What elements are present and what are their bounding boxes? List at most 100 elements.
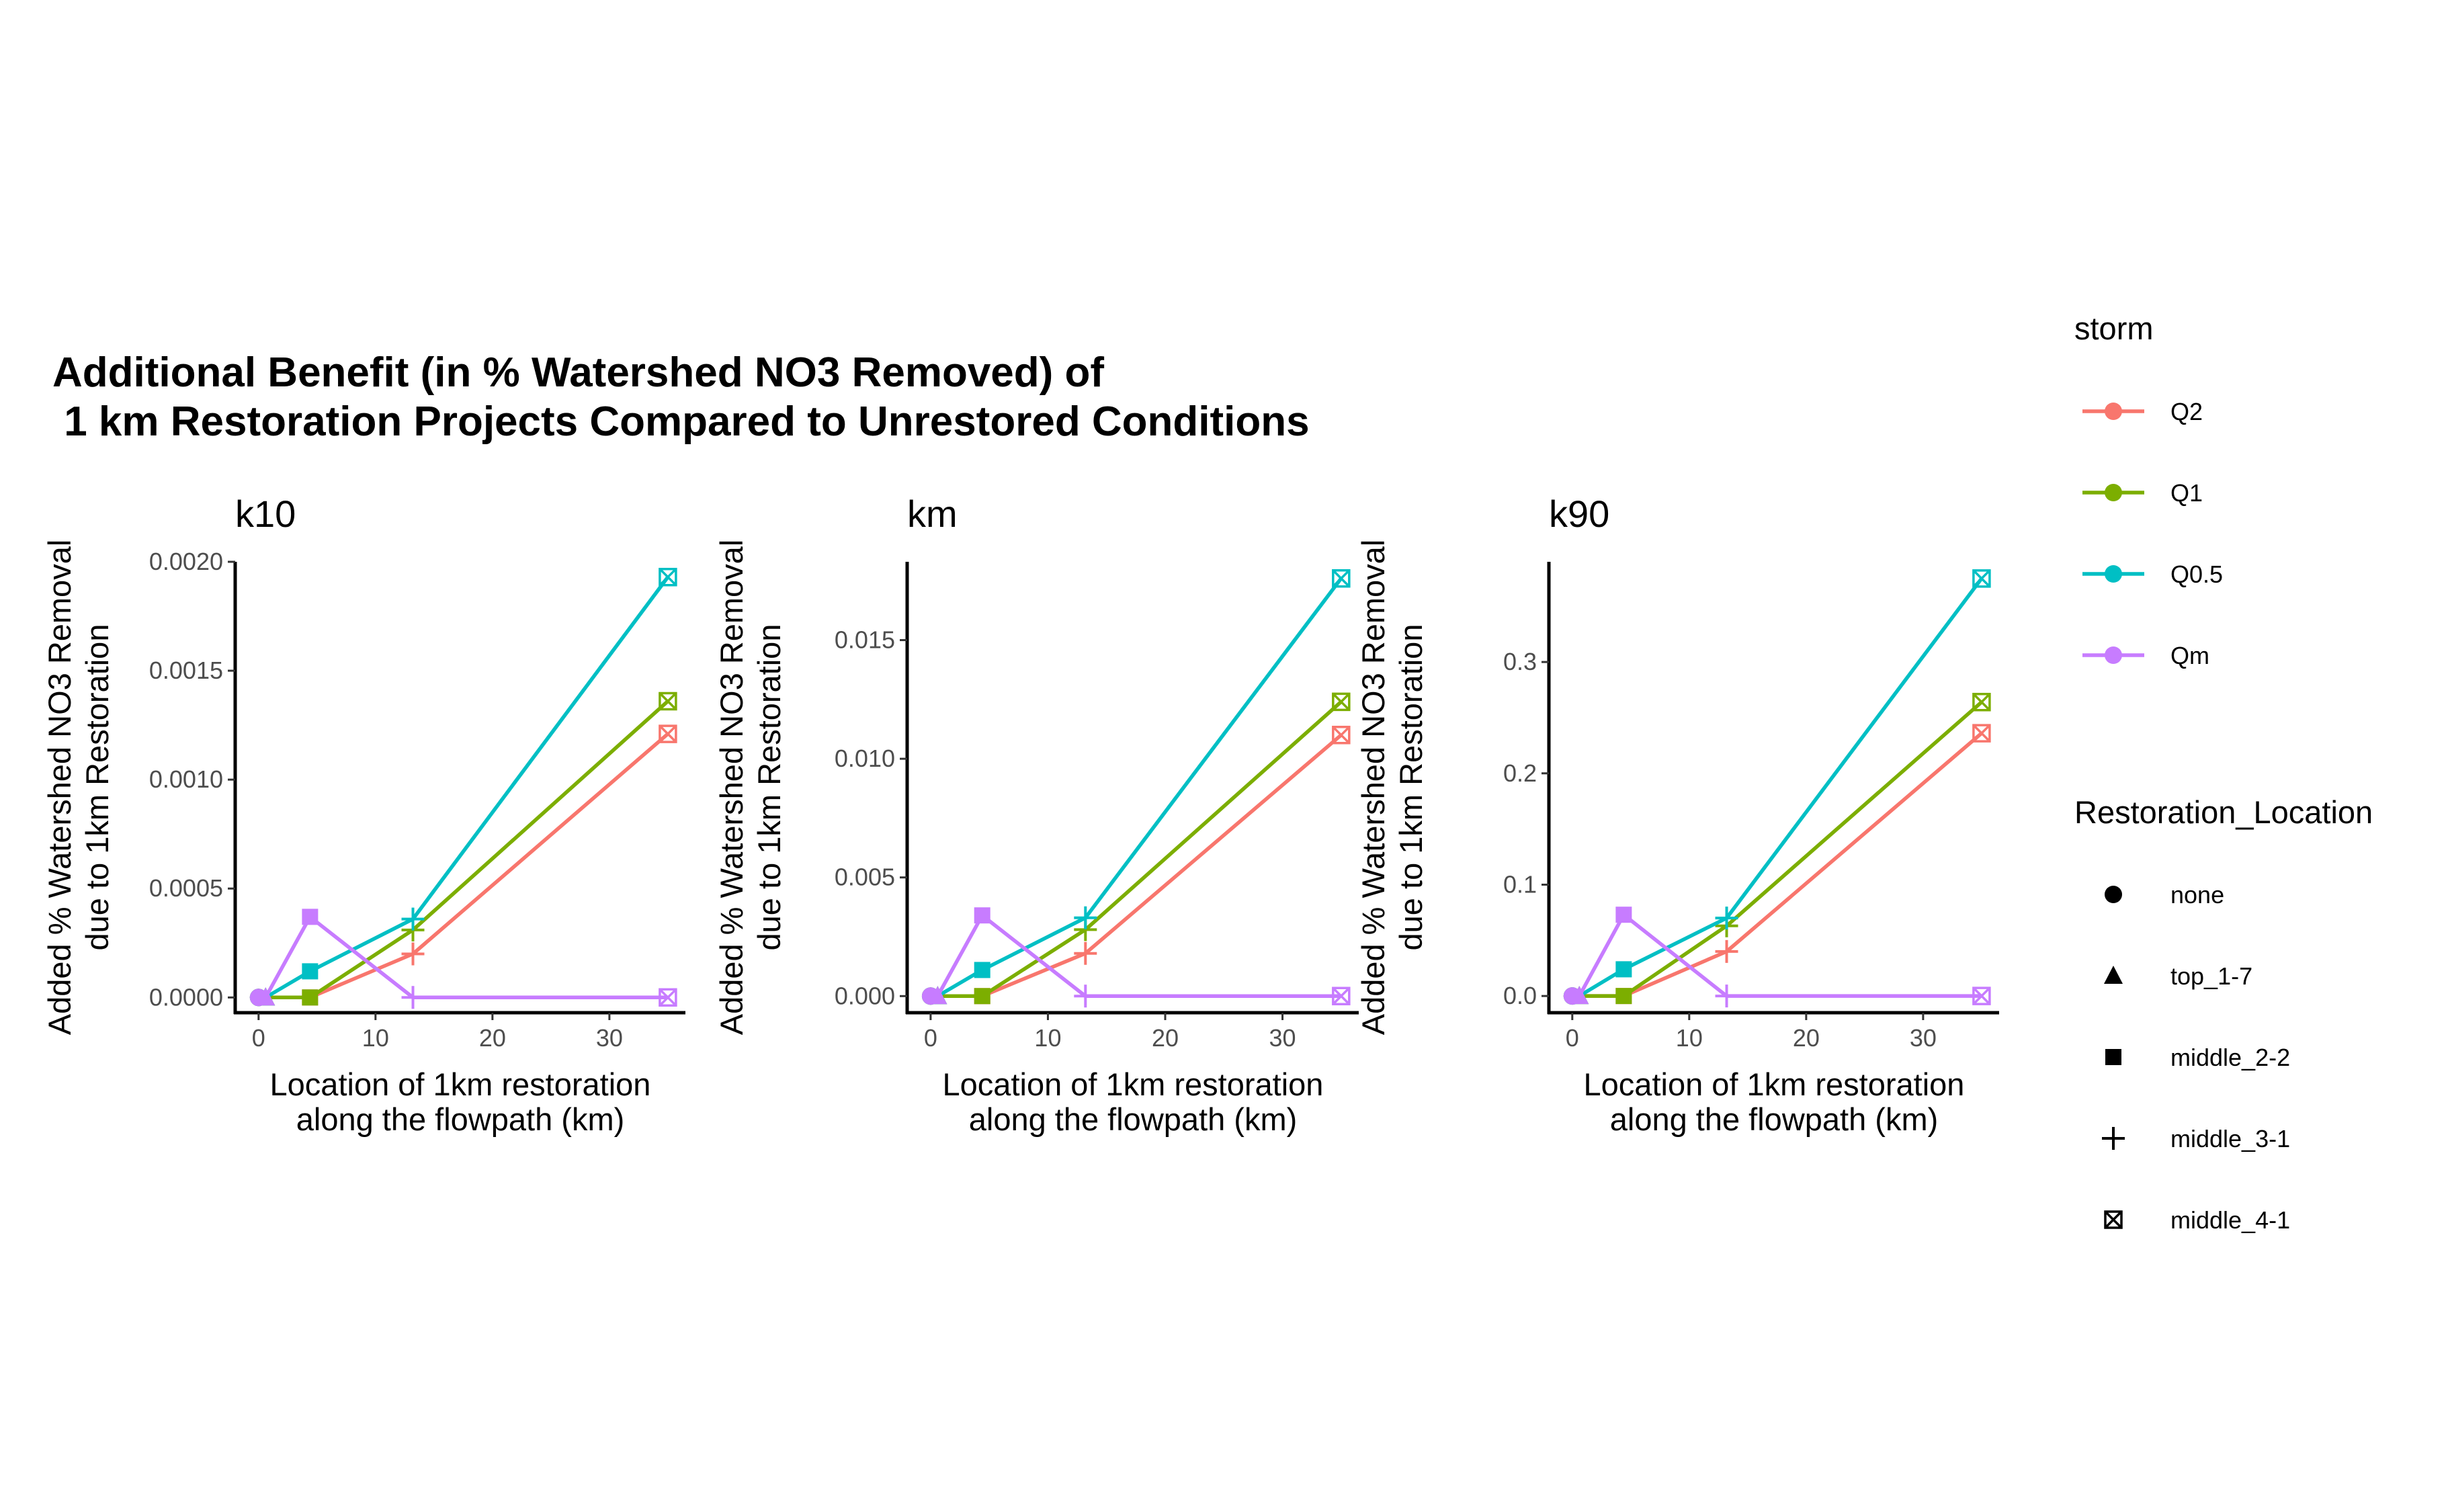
- series-line: [258, 915, 668, 1000]
- legend-title-location: Restoration_Location: [2074, 794, 2373, 830]
- legend-label: Q0.5: [2170, 560, 2223, 588]
- x-tick-label: 10: [1034, 1024, 1061, 1052]
- legend-item-Q1: Q1: [2082, 479, 2203, 507]
- series-Qm: [921, 907, 1351, 1008]
- series-line: [930, 913, 1341, 999]
- y-axis-title: Added % Watershed NO3 Removal: [1355, 540, 1391, 1036]
- data-point: [974, 907, 990, 924]
- chart-title-line1: Additional Benefit (in % Watershed NO3 R…: [52, 349, 1104, 396]
- y-tick-label: 0.0005: [149, 874, 223, 902]
- legend-title-storm: storm: [2074, 310, 2154, 346]
- series-Q0.5: [249, 567, 677, 1007]
- data-point: [659, 691, 677, 711]
- data-point: [401, 986, 425, 1009]
- data-point: [302, 963, 319, 980]
- legend-label: middle_3-1: [2170, 1125, 2290, 1152]
- x-tick-label: 20: [479, 1024, 506, 1052]
- data-point: [1972, 724, 1991, 743]
- x-tick-label: 0: [924, 1024, 937, 1052]
- legend-item-middle_4-1: middle_4-1: [2104, 1206, 2290, 1234]
- y-tick-label: 0.010: [835, 745, 895, 772]
- y-axis-title: due to 1km Restoration: [1393, 624, 1429, 951]
- data-point: [1972, 569, 1991, 588]
- y-axis-title: Added % Watershed NO3 Removal: [42, 540, 77, 1036]
- legend-label: Qm: [2170, 642, 2209, 669]
- legend-key-shape: [2105, 1049, 2121, 1065]
- legend-item-none: none: [2105, 881, 2224, 909]
- legend-item-Q0.5: Q0.5: [2082, 560, 2223, 588]
- panel-title: k10: [235, 493, 296, 535]
- x-axis-title: Location of 1km restoration: [943, 1066, 1324, 1102]
- x-tick-label: 0: [252, 1024, 265, 1052]
- legend-key-point: [2105, 646, 2122, 664]
- chart-title-line2: 1 km Restoration Projects Compared to Un…: [52, 398, 1310, 445]
- series-Qm: [249, 909, 677, 1009]
- data-point: [659, 567, 677, 587]
- legend-key-point: [2105, 484, 2122, 501]
- data-point: [1074, 906, 1097, 929]
- data-point: [1570, 986, 1589, 1005]
- data-point: [1332, 569, 1351, 588]
- y-tick-label: 0.2: [1503, 759, 1537, 787]
- data-point: [1972, 986, 1991, 1005]
- legend-item-Qm: Qm: [2082, 642, 2209, 669]
- data-point: [401, 907, 425, 931]
- x-axis-title: along the flowpath (km): [296, 1101, 625, 1137]
- legend-key-shape: [2102, 1127, 2125, 1150]
- x-tick-label: 0: [1566, 1024, 1579, 1052]
- legend-item-Q2: Q2: [2082, 398, 2203, 425]
- data-point: [1715, 907, 1738, 930]
- panel-title: k90: [1549, 493, 1609, 535]
- y-tick-label: 0.005: [835, 864, 895, 891]
- x-tick-label: 30: [1269, 1024, 1296, 1052]
- legend-label: top_1-7: [2170, 962, 2252, 990]
- x-axis-title: Location of 1km restoration: [1584, 1066, 1965, 1102]
- data-point: [1715, 939, 1738, 963]
- data-point: [1074, 941, 1097, 965]
- data-point: [302, 909, 319, 925]
- data-point: [1332, 692, 1351, 712]
- data-point: [302, 989, 319, 1006]
- y-tick-label: 0.0: [1503, 982, 1537, 1009]
- panel-k90: k90 0.0 0.1 0.2 0.3 0 10 20 30 Location of 1km re…: [1355, 493, 1999, 1137]
- legend-key-shape: [2104, 1210, 2123, 1229]
- x-axis-title: along the flowpath (km): [969, 1101, 1298, 1137]
- legend-key-point: [2105, 403, 2122, 420]
- series-Q0.5: [1563, 569, 1991, 1005]
- x-tick-label: 10: [1676, 1024, 1703, 1052]
- legend-label: Q2: [2170, 398, 2203, 425]
- series-Qm: [1563, 907, 1991, 1008]
- y-tick-label: 0.3: [1503, 648, 1537, 675]
- legend-label: middle_2-2: [2170, 1044, 2290, 1071]
- series-line: [1572, 913, 1982, 998]
- x-axis-title: along the flowpath (km): [1610, 1101, 1939, 1137]
- y-tick-label: 0.0020: [149, 548, 223, 575]
- legend-label: Q1: [2170, 479, 2203, 507]
- legend-key-shape: [2105, 886, 2122, 903]
- y-tick-label: 0.0010: [149, 765, 223, 793]
- x-tick-label: 30: [596, 1024, 623, 1052]
- legend-key-shape: [2104, 966, 2123, 984]
- legend-label: none: [2170, 881, 2224, 909]
- data-point: [974, 962, 990, 978]
- data-point: [659, 988, 677, 1007]
- data-point: [256, 987, 276, 1006]
- legend-item-middle_3-1: middle_3-1: [2102, 1125, 2290, 1152]
- y-axis-title: due to 1km Restoration: [751, 624, 787, 951]
- panel-km: km 0.000 0.005 0.010 0.015 0 10 20 30 Location of…: [714, 493, 1359, 1137]
- x-axis-title: Location of 1km restoration: [270, 1066, 651, 1102]
- data-point: [1715, 984, 1738, 1008]
- data-point: [1615, 907, 1632, 923]
- data-point: [401, 942, 425, 966]
- data-point: [1972, 693, 1991, 712]
- series-line: [930, 733, 1343, 999]
- y-tick-label: 0.0015: [149, 657, 223, 684]
- series-line: [258, 732, 669, 1000]
- legend-item-middle_2-2: middle_2-2: [2105, 1044, 2290, 1071]
- x-tick-label: 20: [1793, 1024, 1820, 1052]
- data-point: [928, 986, 947, 1005]
- series-line: [1572, 732, 1983, 998]
- y-tick-label: 0.015: [835, 626, 895, 654]
